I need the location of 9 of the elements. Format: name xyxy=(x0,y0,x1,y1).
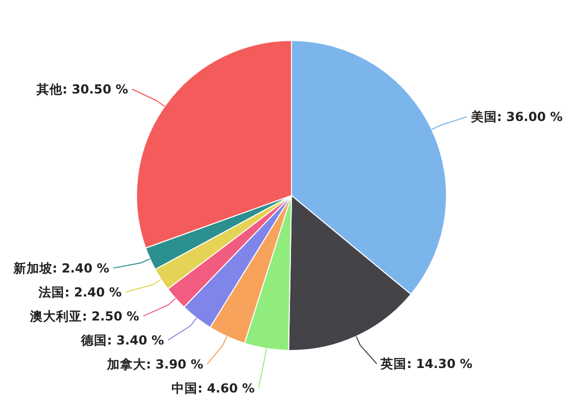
slice-label: 新加坡: 2.40 % xyxy=(12,260,110,276)
slice-label: 中国: 4.60 % xyxy=(172,380,256,396)
slice-label: 澳大利亚: 2.50 % xyxy=(29,308,140,324)
slice-label: 英国: 14.30 % xyxy=(380,356,473,372)
slice-label: 法国: 2.40 % xyxy=(38,284,122,300)
slice-label: 加拿大: 3.90 % xyxy=(106,356,204,372)
slice-label: 其他: 30.50 % xyxy=(35,82,129,97)
slice-label: 德国: 3.40 % xyxy=(80,332,165,348)
slice-label: 美国: 36.00 % xyxy=(470,109,564,124)
